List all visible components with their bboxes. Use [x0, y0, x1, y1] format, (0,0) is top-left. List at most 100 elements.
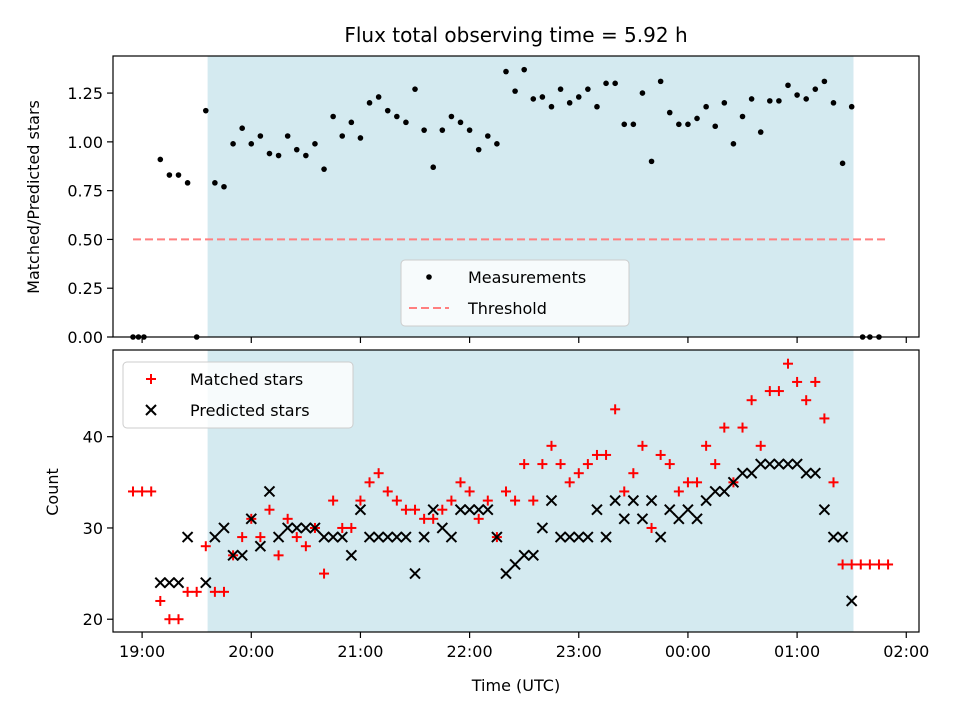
measurement-point: [375, 94, 382, 100]
matched-point: [783, 358, 794, 369]
measurement-point: [794, 92, 800, 98]
measurement-point: [776, 98, 782, 104]
predicted-point: [536, 522, 549, 534]
predicted-point: [591, 504, 603, 516]
matched-point: [164, 614, 175, 625]
predicted-point: [245, 513, 257, 525]
measurement-point: [348, 119, 355, 126]
measurement-point: [412, 86, 418, 92]
matched-point: [673, 486, 684, 497]
measurement-point: [785, 82, 791, 89]
x-tick-label: 21:00: [337, 642, 383, 661]
measurement-point: [630, 121, 637, 128]
measurement-point: [730, 141, 737, 147]
predicted-point: [427, 504, 439, 516]
measurement-point: [157, 156, 164, 163]
predicted-point: [309, 522, 321, 534]
matched-point: [328, 495, 339, 506]
predicted-point: [163, 577, 176, 589]
matched-point: [182, 586, 193, 597]
y-tick-label: 0.75: [67, 182, 103, 201]
matched-point: [146, 486, 157, 497]
matched-point: [419, 513, 430, 524]
predicted-point: [300, 522, 312, 534]
measurement-point: [339, 133, 346, 139]
predicted-point: [382, 531, 394, 543]
predicted-point: [263, 485, 276, 498]
predicted-point: [254, 540, 267, 552]
measurement-point: [357, 135, 364, 141]
measurement-point: [830, 100, 837, 106]
matched-point: [373, 468, 384, 479]
predicted-point: [736, 467, 749, 479]
measurement-point: [221, 183, 227, 190]
predicted-point: [745, 467, 758, 479]
matched-point: [755, 440, 766, 451]
predicted-point: [227, 549, 239, 562]
measurement-point: [812, 86, 819, 92]
matched-point: [355, 495, 366, 506]
y-tick-label: 40: [83, 428, 103, 447]
measurement-point: [430, 164, 437, 171]
bottom-axes-frame: [112, 349, 920, 633]
measurement-point: [321, 166, 327, 172]
measurement-point: [175, 172, 182, 178]
measurement-point: [466, 127, 473, 133]
predicted-point: [327, 531, 339, 543]
matched-point: [819, 413, 830, 424]
measurement-point: [230, 141, 236, 147]
matched-point: [610, 404, 621, 415]
measurement-point: [721, 100, 728, 106]
predicted-point: [391, 531, 403, 543]
predicted-point: [845, 595, 858, 607]
predicted-point: [554, 531, 567, 543]
measurement-point: [166, 172, 173, 178]
x-tick-label: 02:00: [883, 642, 929, 661]
measurement-point: [748, 96, 755, 102]
matched-point: [801, 395, 812, 406]
predicted-point: [409, 567, 421, 580]
measurement-point: [666, 109, 673, 116]
predicted-point: [773, 458, 785, 470]
matched-point: [591, 449, 602, 460]
matched-point: [737, 422, 748, 433]
predicted-point: [718, 485, 731, 498]
matched-point: [237, 532, 248, 543]
matched-point: [883, 559, 894, 570]
measurement-point: [394, 113, 400, 120]
measurement-point: [685, 121, 691, 128]
predicted-point: [491, 531, 503, 543]
measurement-point: [585, 86, 591, 92]
legend-label: Measurements: [468, 268, 586, 287]
top-y-axis-label: Matched/Predicted stars: [24, 100, 43, 294]
measurement-point: [257, 133, 264, 139]
matched-point: [864, 559, 875, 570]
matched-point: [346, 522, 357, 533]
legend-marker: [146, 374, 156, 384]
predicted-point: [682, 504, 694, 516]
measurement-point: [530, 96, 537, 102]
matched-point: [619, 486, 630, 497]
measurement-point: [275, 152, 282, 159]
predicted-point: [764, 458, 776, 470]
x-tick-label: 20:00: [228, 642, 274, 661]
measurement-point: [621, 121, 628, 128]
measurement-point: [575, 94, 582, 100]
matched-point: [837, 559, 848, 570]
measurement-point: [657, 78, 664, 85]
matched-point: [628, 468, 639, 479]
matched-point: [137, 486, 148, 497]
predicted-point: [272, 531, 285, 543]
measurement-point: [284, 133, 291, 139]
predicted-point: [500, 567, 512, 580]
predicted-point: [472, 504, 485, 516]
predicted-point: [436, 522, 449, 534]
x-tick-label: 23:00: [556, 642, 602, 661]
matched-point: [792, 376, 803, 387]
predicted-point: [509, 558, 521, 571]
predicted-point: [318, 531, 330, 543]
matched-point: [519, 459, 530, 470]
measurement-point: [557, 86, 564, 92]
measurement-point: [266, 150, 273, 157]
measurement-point: [603, 80, 609, 87]
